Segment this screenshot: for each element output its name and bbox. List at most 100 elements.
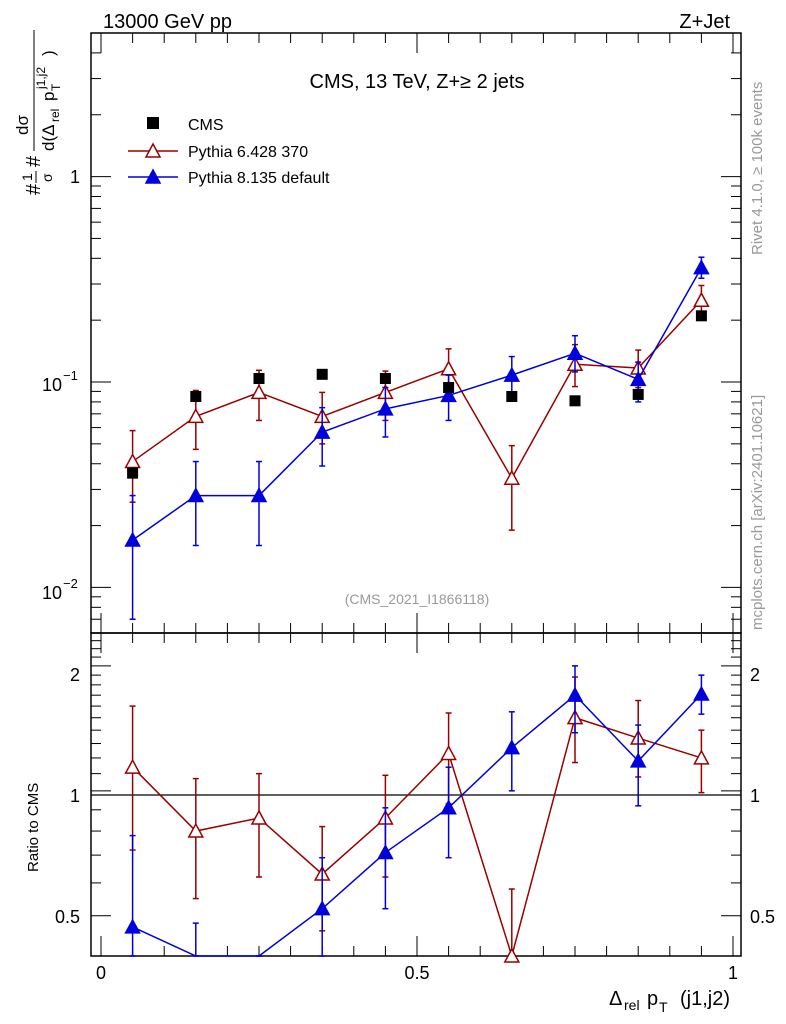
legend-marker-py6 [144, 142, 162, 158]
ratio-y-ticks [91, 640, 741, 957]
data-point-triangle [440, 360, 457, 376]
data-point-square [127, 467, 139, 479]
data-point-triangle [124, 531, 141, 547]
data-point-square [316, 368, 328, 380]
xtick-label-1: 1 [728, 963, 738, 983]
series-pythia-6.428-370 [124, 676, 710, 963]
svg-text:T: T [49, 83, 63, 91]
svg-text:1: 1 [19, 173, 35, 181]
legend-label-py8: Pythia 8.135 default [188, 170, 330, 187]
xtick-label-0.5: 0.5 [404, 963, 429, 983]
svg-text:Δ: Δ [609, 988, 622, 1010]
data-point-triangle [124, 758, 141, 774]
data-point-square [443, 382, 455, 394]
svg-text:j1,j2: j1,j2 [34, 67, 48, 90]
ratio-ytick-label-1-right: 1 [750, 786, 760, 806]
data-point-square [632, 388, 644, 400]
ratio-ytick-label-1: 1 [70, 786, 80, 806]
data-point-triangle [440, 799, 457, 815]
x-ticks [100, 33, 734, 956]
rivet-label: Rivet 4.1.0, ≥ 100k events [749, 82, 766, 255]
main-ytick-label-1e-2: 10 [42, 583, 62, 603]
data-point-triangle [250, 383, 268, 400]
data-point-triangle [124, 452, 141, 469]
mcplots-label: mcplots.cern.ch [arXiv:2401.10621] [749, 395, 766, 630]
svg-text:#: # [23, 183, 45, 195]
data-point-square [253, 373, 265, 385]
data-point-square [569, 395, 581, 407]
data-point-triangle [313, 900, 331, 916]
data-point-square [695, 310, 707, 322]
data-point-triangle [187, 486, 205, 503]
data-point-triangle [693, 685, 710, 701]
svg-text:p: p [39, 92, 58, 101]
svg-text:T: T [659, 999, 668, 1015]
data-point-triangle [377, 843, 394, 860]
data-point-triangle [440, 744, 457, 761]
data-point-triangle [187, 822, 205, 838]
svg-text:#: # [23, 155, 45, 167]
data-point-triangle [250, 486, 268, 503]
series-line [132, 267, 703, 541]
series-pythia-6.428-370 [124, 284, 710, 531]
data-point-triangle [566, 686, 584, 702]
svg-text:d(Δ: d(Δ [39, 125, 58, 151]
xtick-label-0: 0 [96, 963, 106, 983]
series-pythia-8.135-default [124, 665, 710, 957]
main-y-axis-title: # 1 σ # dσ d(Δ rel p T j1,j2 ) [13, 30, 63, 195]
data-point-square [190, 391, 202, 403]
main-ytick-label-1e-1: 10 [42, 375, 62, 395]
data-point-triangle [693, 291, 710, 307]
data-point-triangle [187, 407, 205, 424]
svg-text:p: p [647, 988, 658, 1010]
legend-marker-cms [147, 117, 159, 129]
ratio-ytick-label-2: 2 [70, 665, 80, 685]
data-point-triangle [566, 344, 584, 360]
data-point-triangle [503, 739, 521, 755]
legend-label-py6: Pythia 6.428 370 [188, 144, 308, 161]
svg-text:): ) [39, 50, 58, 56]
data-point-triangle [440, 386, 457, 403]
data-point-triangle [503, 947, 521, 963]
data-point-triangle [313, 423, 331, 439]
data-point-triangle [250, 809, 268, 825]
data-point-square [379, 373, 391, 385]
series-cms [127, 310, 707, 479]
ratio-y-axis-title: Ratio to CMS [25, 783, 42, 872]
data-point-square [506, 391, 518, 403]
main-ytick-exp-1e-2: −2 [63, 576, 78, 591]
ratio-ytick-label-2-right: 2 [750, 665, 760, 685]
svg-text:(j1,j2): (j1,j2) [680, 988, 730, 1010]
ratio-ytick-label-0.5-right: 0.5 [750, 907, 775, 927]
header-right: Z+Jet [679, 11, 730, 33]
svg-text:σ: σ [39, 173, 55, 182]
legend-marker-py8 [144, 168, 162, 184]
data-point-triangle [503, 366, 521, 382]
analysis-id: (CMS_2021_I1866118) [345, 591, 490, 607]
main-ytick-exp-1e-1: −1 [63, 368, 78, 383]
data-point-triangle [629, 752, 647, 768]
data-point-triangle [629, 370, 647, 387]
series-line [132, 299, 702, 480]
ratio-data [124, 665, 710, 963]
data-point-triangle [693, 259, 710, 275]
series-line [132, 693, 702, 957]
main-ytick-label-1: 1 [70, 167, 80, 187]
data-point-triangle [377, 400, 394, 416]
svg-text:rel: rel [48, 109, 62, 122]
svg-text:dσ: dσ [13, 115, 32, 135]
legend: CMS Pythia 6.428 370 Pythia 8.135 defaul… [128, 117, 330, 187]
legend-label-cms: CMS [188, 117, 224, 134]
main-data [124, 256, 710, 620]
header-left: 13000 GeV pp [103, 11, 232, 33]
svg-text:rel: rel [624, 997, 640, 1013]
data-point-triangle [124, 918, 141, 934]
data-point-triangle [503, 469, 521, 485]
chart-title: CMS, 13 TeV, Z+≥ 2 jets [310, 71, 525, 93]
ratio-ytick-label-0.5: 0.5 [55, 907, 80, 927]
series-pythia-8.135-default [124, 256, 710, 620]
series-line [132, 716, 702, 959]
main-y-ticks [91, 32, 741, 634]
data-point-triangle [693, 749, 710, 765]
